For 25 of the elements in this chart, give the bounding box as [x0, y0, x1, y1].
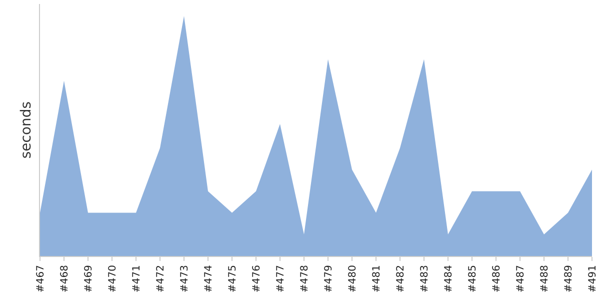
x-tick-label: #480 — [347, 265, 358, 292]
x-tick-label: #478 — [299, 265, 310, 292]
y-axis-title: seconds — [18, 101, 35, 159]
x-tick-label: #476 — [251, 265, 262, 292]
x-tick-label: #474 — [203, 265, 214, 292]
x-tick-label: #481 — [371, 265, 382, 292]
x-tick-label: #469 — [83, 265, 94, 292]
x-tick-label: #468 — [59, 265, 70, 292]
x-tick-label: #473 — [179, 265, 190, 292]
x-tick-label: #471 — [131, 265, 142, 292]
x-tick-label: #467 — [35, 265, 46, 292]
x-tick-label: #483 — [419, 265, 430, 292]
x-tick-label: #486 — [491, 265, 502, 292]
x-tick-label: #487 — [515, 265, 526, 292]
x-tick-label: #479 — [323, 265, 334, 292]
x-tick-label: #489 — [563, 265, 574, 292]
x-tick-label: #470 — [107, 265, 118, 292]
x-tick-label: #491 — [587, 265, 598, 292]
x-tick-label: #472 — [155, 265, 166, 292]
x-tick-label: #485 — [467, 265, 478, 292]
x-tick-label: #482 — [395, 265, 406, 292]
x-tick-label: #488 — [539, 265, 550, 292]
x-tick-label: #477 — [275, 265, 286, 292]
x-tick-label: #475 — [227, 265, 238, 292]
x-tick-label: #484 — [443, 265, 454, 292]
